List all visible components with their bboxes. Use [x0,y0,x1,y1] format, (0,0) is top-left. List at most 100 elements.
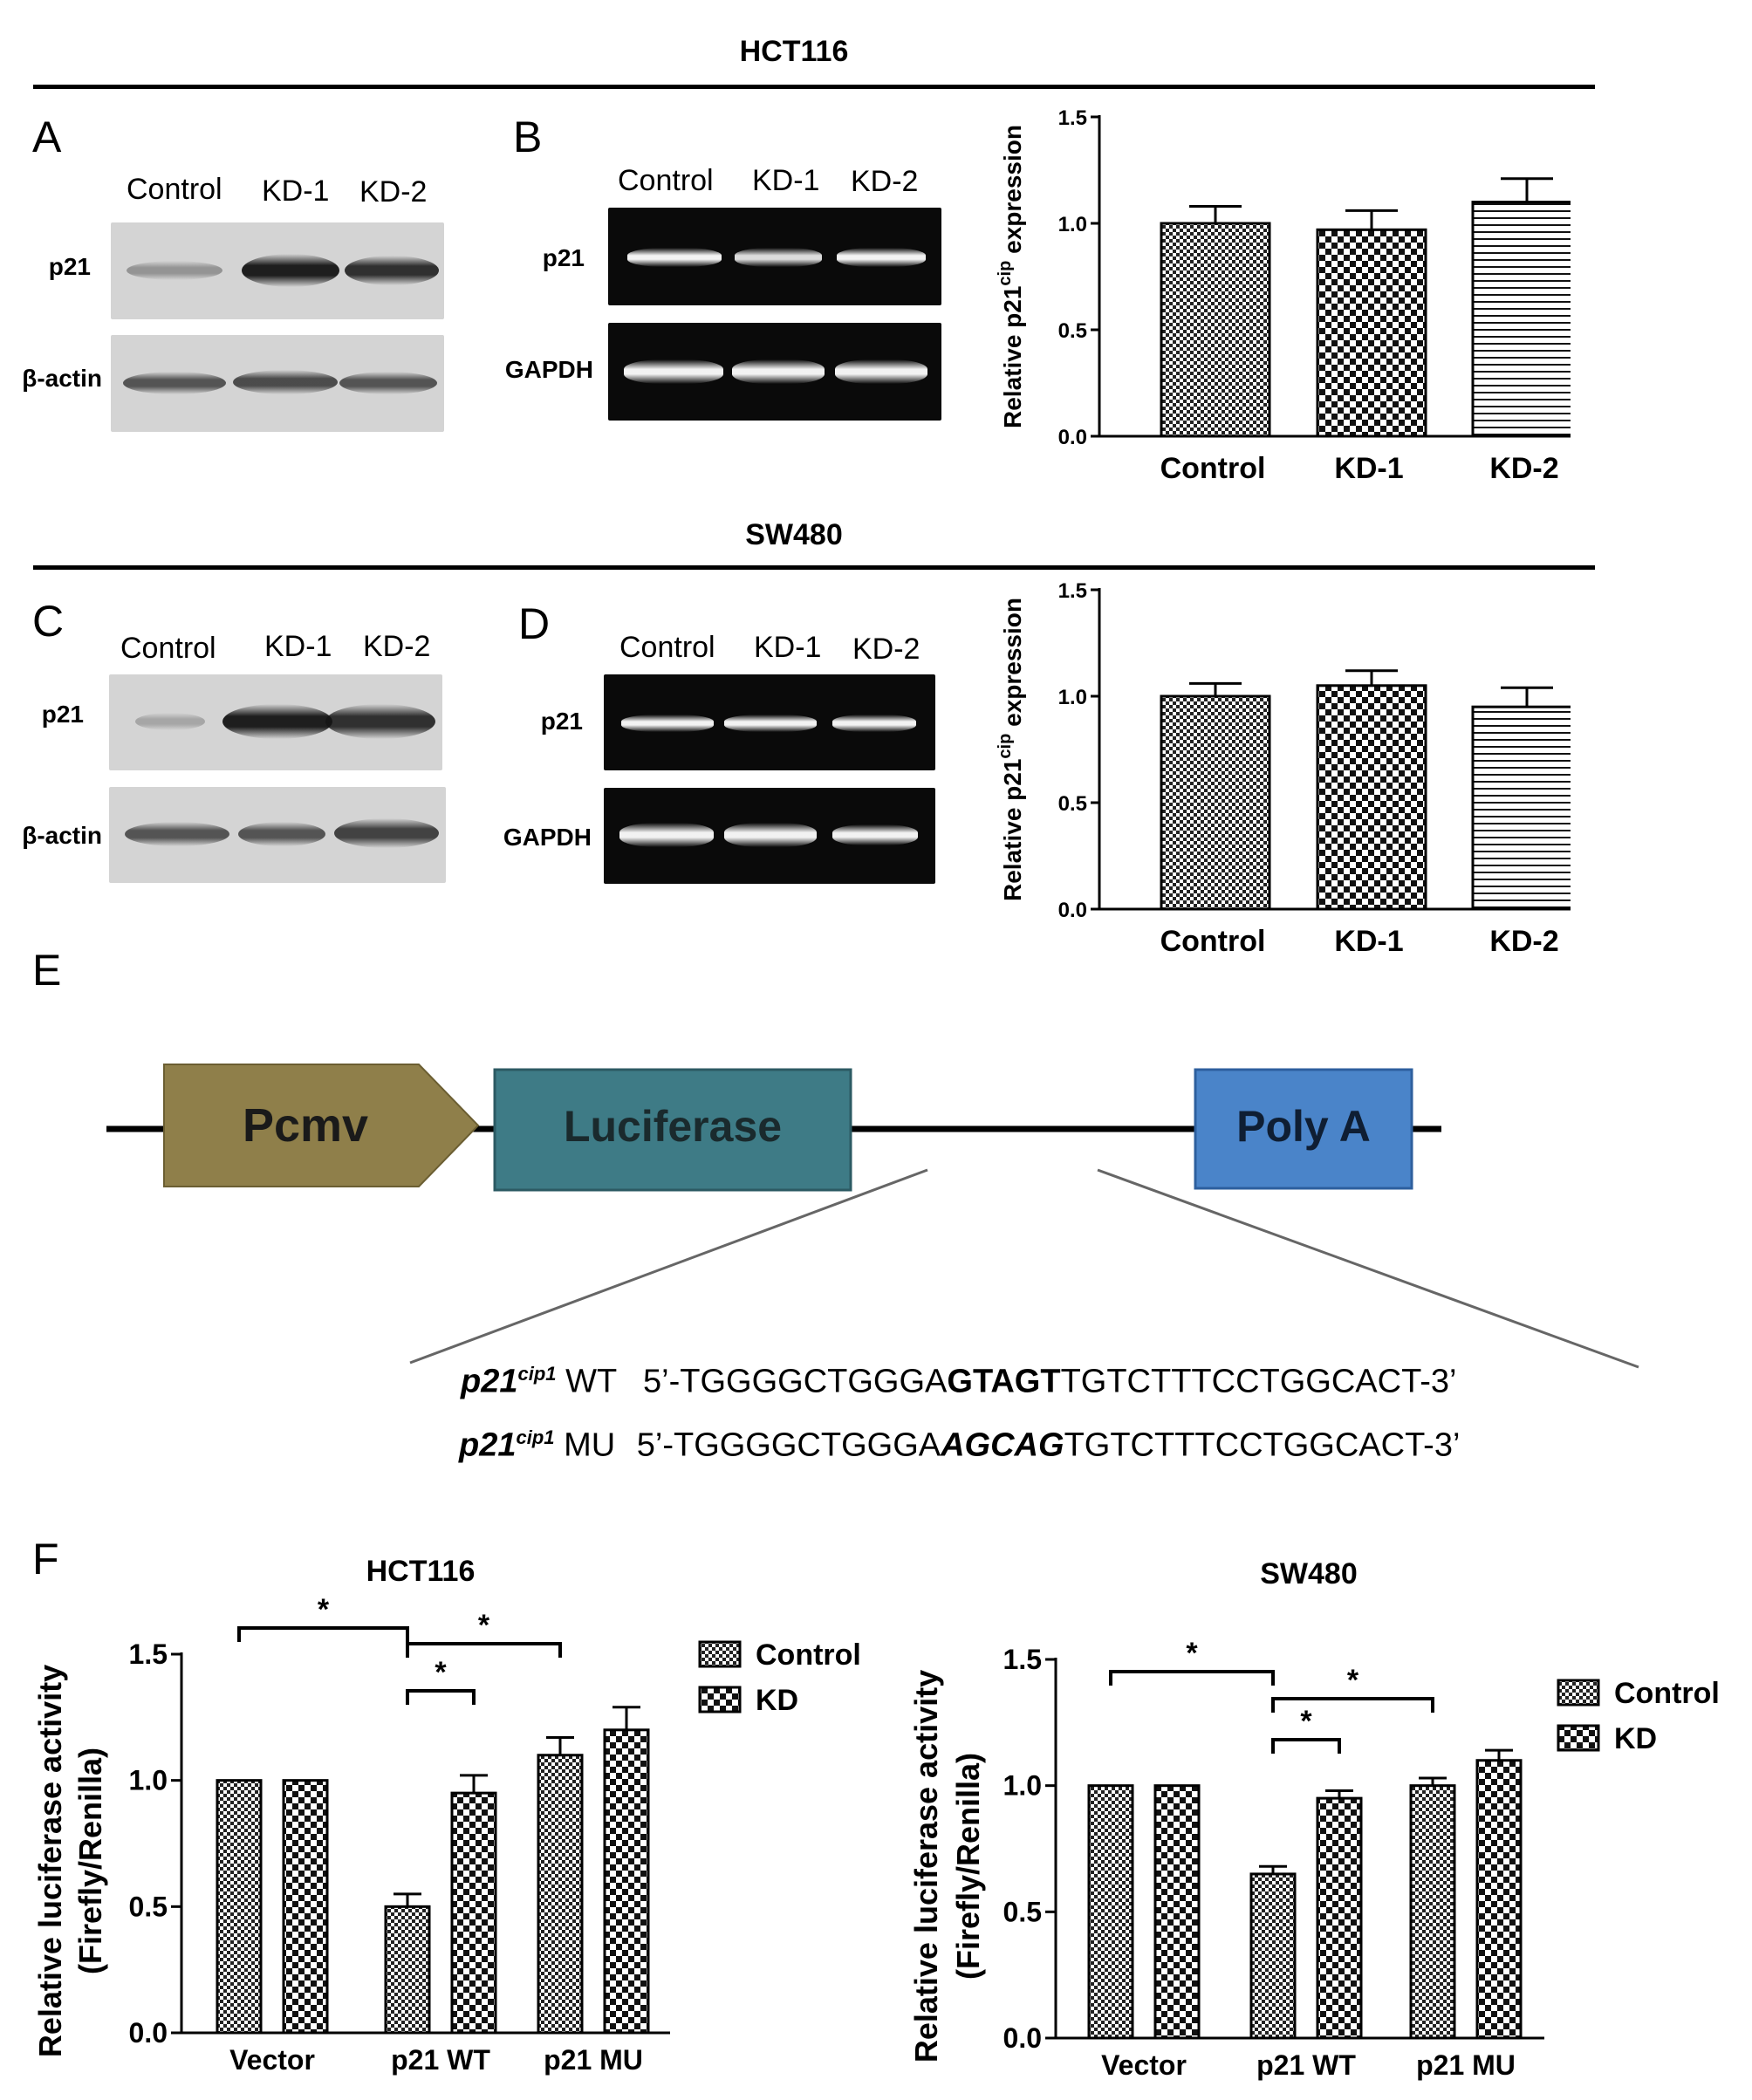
header-sw480: SW480 [745,518,843,551]
chart-title: HCT116 [366,1555,476,1588]
y-tick-label: 0.0 [129,2017,168,2049]
bar-kd-1 [1316,684,1427,911]
legend-label-control: Control [756,1638,861,1672]
zoom-line-right [1097,1168,1639,1369]
pcmv-promoter-shape [163,1064,480,1187]
bar-control-1 [1249,1872,1297,2040]
gel-b-lane-kd2: KD-2 [851,165,919,198]
seq-mu-sup: cip1 [516,1426,555,1448]
significance-star: * [318,1593,330,1626]
panel-label-a: A [32,113,62,161]
seq-mu-gene: p21 [459,1426,517,1464]
significance-bracket [1109,1670,1275,1686]
chart-title: SW480 [1260,1557,1358,1590]
x-tick-label: p21 MU [544,2044,643,2076]
y-axis-label: Relative p21cip expression [996,125,1026,428]
blot-c-p21 [109,674,442,770]
gel-b-label-gapdh: GAPDH [504,356,593,383]
bar-control-0 [1087,1784,1134,2040]
x-tick-label: KD-1 [1334,452,1403,485]
bar-control-0 [216,1779,263,2035]
y-tick-label: 0.5 [1058,792,1087,816]
significance-bracket [237,1626,409,1642]
y-axis-label: Relative p21cip expression [996,598,1026,901]
bar-kd-1 [1316,1796,1363,2040]
y-tick-label: 0.5 [129,1891,168,1922]
y-tick-label: 1.5 [129,1638,168,1670]
divider-top [33,85,1595,89]
seq-wt-prefix: 5’-TGGGGCTGGGA [643,1363,948,1400]
y-tick-label: 1.5 [1003,1644,1042,1675]
divider-mid [33,565,1595,570]
blot-a-lane-kd1: KD-1 [262,174,330,208]
y-tick-label: 0.0 [1058,426,1087,449]
x-tick-label: KD-2 [1489,925,1558,958]
panel-label-d: D [518,599,551,648]
y-tick-label: 0.5 [1058,319,1087,343]
legend-swatch-kd [1557,1724,1600,1752]
blot-c-label-actin: β-actin [22,822,102,849]
chart-b-relative-expression: 0.0 0.5 1.0 1.5 Control KD-1 KD-2 Relative p21c… [996,106,1571,485]
seq-wt-site: GTAGT [947,1363,1061,1400]
panel-label-f: F [32,1535,59,1584]
chart-f-hct116-luciferase: HCT116 0.0 0.5 1.0 1.5 Vector p21 WT p21 MU * * * C… [32,1555,861,2076]
chart-d-relative-expression: 0.0 0.5 1.0 1.5 Control KD-1 KD-2 Relative p21c… [996,579,1571,958]
seq-mu-site: AGCAG [941,1426,1064,1464]
legend-label-kd: KD [756,1684,798,1717]
significance-bracket [1271,1697,1434,1713]
pcmv-label: Pcmv [243,1099,368,1152]
x-tick-label: Control [1160,925,1266,958]
gel-d-lane-control: Control [619,631,715,664]
y-tick-label: 1.0 [129,1765,168,1796]
bar-kd-2 [1471,201,1571,438]
significance-star: * [478,1609,490,1642]
significance-star: * [1186,1637,1198,1670]
seq-mu-prefix: 5’-TGGGGCTGGGA [636,1426,941,1464]
bar-kd-0 [282,1779,329,2035]
gel-b-label-p21: p21 [542,244,585,271]
x-tick-label: KD-2 [1489,452,1558,485]
legend-swatch-kd [698,1686,742,1714]
bar-control-2 [537,1754,584,2035]
x-tick-label: KD-1 [1334,925,1403,958]
blot-a-label-p21: p21 [48,253,91,280]
bar-kd-2 [603,1728,650,2035]
x-tick-label: Vector [1101,2049,1187,2081]
y-tick-label: 1.0 [1058,686,1087,709]
bar-kd-2 [1471,705,1571,911]
y-tick-label: 1.0 [1058,213,1087,236]
panel-label-b: B [513,113,543,161]
y-axis-label-line2: (Firefly/Renilla) [72,1748,108,1974]
gel-b-gapdh [608,323,941,421]
y-tick-label: 1.5 [1058,106,1087,130]
y-axis-label-line2: (Firefly/Renilla) [950,1753,986,1980]
panel-label-c: C [32,597,65,646]
gel-b-p21 [608,208,941,305]
legend-swatch-control [698,1640,742,1668]
gel-d-p21 [604,674,935,770]
zoom-line-left [409,1168,928,1365]
significance-star: * [1300,1705,1312,1738]
legend-swatch-control [1557,1679,1600,1707]
polya-box [1194,1068,1413,1190]
gel-b-lane-control: Control [618,164,714,197]
gel-b-lane-kd1: KD-1 [752,164,820,197]
x-tick-label: p21 MU [1416,2049,1516,2081]
legend-label-kd: KD [1614,1722,1657,1755]
gel-d-label-p21: p21 [540,708,583,735]
y-tick-label: 0.0 [1003,2022,1042,2054]
x-tick-label: Vector [229,2044,315,2076]
blot-a-lane-control: Control [127,173,222,206]
legend-label-control: Control [1614,1677,1720,1710]
blot-c-lane-control: Control [120,632,216,665]
seq-mu-suffix: TGTCTTTCCTGGCACT-3’ [1064,1426,1461,1464]
significance-bracket [406,1689,476,1705]
bar-control-2 [1409,1784,1456,2040]
y-axis-label-line1: Relative luciferase activity [908,1670,944,2062]
chart-f-sw480-luciferase: SW480 0.0 0.5 1.0 1.5 Vector p21 WT p21 MU * * * Co… [908,1557,1720,2081]
significance-bracket [1271,1738,1341,1754]
construct-diagram: Pcmv Luciferase Poly A [106,1064,1639,1369]
bar-control [1160,694,1271,911]
y-tick-label: 0.5 [1003,1896,1042,1927]
header-hct116: HCT116 [739,35,849,68]
